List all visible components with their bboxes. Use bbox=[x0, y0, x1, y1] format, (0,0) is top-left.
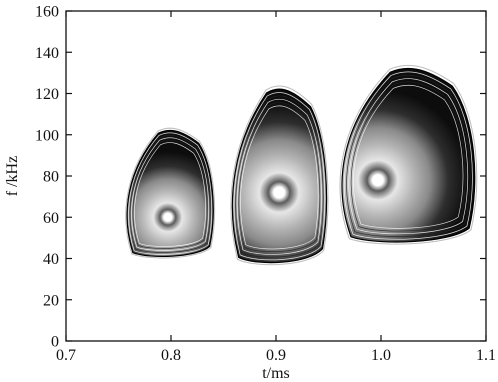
outer-contour-line bbox=[230, 85, 329, 266]
contour-line bbox=[233, 92, 326, 261]
x-axis-label: t/ms bbox=[262, 365, 290, 382]
y-tick-label: 100 bbox=[35, 127, 59, 144]
contour-line bbox=[128, 132, 213, 255]
tick-labels: 0.7 0.8 0.9 1.0 1.1 0 20 40 60 80 100 120 140 160 bbox=[35, 4, 496, 365]
contour-line bbox=[131, 137, 209, 251]
y-tick-label: 60 bbox=[43, 210, 59, 227]
x-tick-label: 0.7 bbox=[56, 347, 76, 364]
contour-line bbox=[134, 142, 206, 247]
contour-line bbox=[132, 139, 208, 249]
peak-marker bbox=[375, 177, 381, 183]
contour-line bbox=[238, 102, 321, 252]
outer-contour-line bbox=[339, 64, 478, 245]
contour-line bbox=[348, 78, 469, 235]
contour-line bbox=[343, 71, 473, 240]
spectrogram-blobs bbox=[125, 64, 478, 266]
y-tick-label: 40 bbox=[43, 251, 59, 268]
peak-marker bbox=[276, 190, 282, 195]
y-axis-label: f /kHz bbox=[4, 156, 21, 196]
contour-line bbox=[353, 84, 464, 229]
contour-line bbox=[236, 98, 322, 255]
x-tick-label: 1.0 bbox=[371, 347, 391, 364]
spectrogram-blob bbox=[125, 127, 216, 259]
contour-line bbox=[129, 134, 211, 253]
spectrogram-blob bbox=[339, 64, 478, 245]
x-tick-label: 0.8 bbox=[161, 347, 181, 364]
contour-line bbox=[240, 105, 319, 250]
y-tick-label: 120 bbox=[35, 86, 59, 103]
contour-line bbox=[235, 95, 324, 258]
y-tick-label: 0 bbox=[51, 334, 59, 351]
contour-line bbox=[350, 81, 466, 232]
y-tick-label: 160 bbox=[35, 4, 59, 21]
spectrogram-blob bbox=[230, 85, 329, 266]
peak-marker bbox=[165, 215, 171, 220]
outer-contour-line bbox=[125, 127, 216, 259]
y-tick-label: 80 bbox=[43, 169, 59, 186]
y-tick-label: 140 bbox=[35, 45, 59, 62]
x-tick-label: 1.1 bbox=[476, 347, 496, 364]
x-tick-label: 0.9 bbox=[266, 347, 286, 364]
contour-line bbox=[346, 74, 471, 237]
axis-ticks bbox=[65, 10, 487, 342]
y-tick-label: 20 bbox=[43, 292, 59, 309]
